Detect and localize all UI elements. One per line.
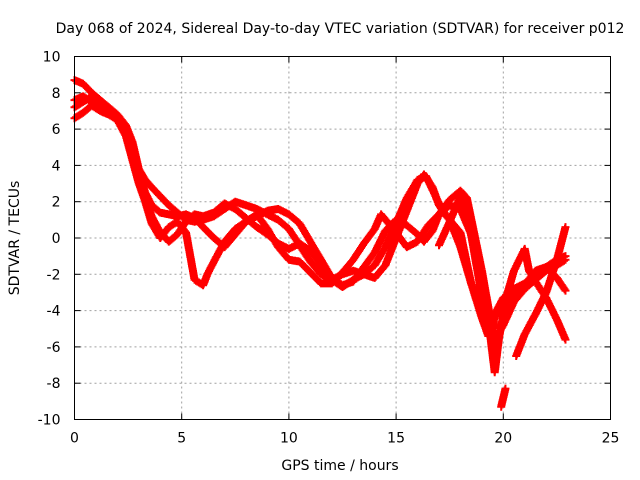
y-tick-label: 0: [52, 231, 61, 247]
y-tick-label: 10: [43, 50, 61, 66]
data-point: [456, 186, 470, 201]
data-point: [424, 211, 442, 230]
data-point: [392, 228, 410, 250]
data-point: [561, 223, 570, 232]
data-point: [306, 246, 325, 268]
data-point: [284, 210, 303, 227]
data-series: [70, 76, 570, 411]
data-point: [295, 257, 314, 276]
chart-title: Day 068 of 2024, Sidereal Day-to-day VTE…: [56, 21, 625, 37]
x-tick-label: 0: [70, 431, 79, 447]
y-tick-label: 8: [52, 86, 61, 102]
data-point: [552, 315, 569, 343]
data-point: [209, 239, 228, 266]
data-point: [274, 215, 292, 232]
data-point: [520, 311, 539, 339]
data-point: [317, 261, 335, 283]
data-point: [220, 226, 239, 246]
data-point: [147, 183, 163, 199]
y-tick-label: 4: [52, 158, 61, 174]
data-point: [467, 279, 486, 321]
series-track-7: [512, 223, 570, 360]
data-point: [295, 219, 314, 245]
data-point: [561, 255, 570, 264]
data-point: [252, 210, 271, 232]
data-point: [435, 219, 453, 250]
data-point: [501, 384, 510, 393]
data-point: [338, 257, 357, 277]
y-tick-label: -10: [38, 413, 61, 429]
data-point: [134, 179, 149, 205]
data-point: [231, 205, 249, 221]
data-point: [113, 116, 130, 139]
data-point: [510, 282, 528, 299]
data-point: [173, 217, 189, 236]
y-tick-label: 6: [52, 122, 61, 138]
grid: [74, 56, 611, 420]
x-tick-label: 25: [602, 431, 620, 447]
data-point: [542, 257, 561, 297]
y-tick-label: -6: [47, 340, 61, 356]
data-point: [402, 177, 421, 203]
data-point: [263, 224, 282, 250]
data-point: [306, 237, 325, 263]
data-point: [469, 243, 486, 299]
data-point: [552, 224, 569, 264]
data-point: [490, 335, 503, 377]
data-point: [456, 228, 475, 286]
data-point: [370, 262, 389, 282]
data-point: [381, 235, 400, 270]
x-axis-label: GPS time / hours: [281, 458, 398, 474]
data-point: [370, 228, 389, 257]
data-point: [413, 222, 432, 246]
data-point: [497, 386, 510, 411]
x-tick-label: 20: [494, 431, 512, 447]
x-tick-label: 15: [387, 431, 405, 447]
data-point: [141, 175, 155, 190]
data-point: [349, 240, 367, 264]
series-track-5: [497, 384, 510, 411]
data-point: [377, 210, 399, 236]
data-point: [182, 228, 199, 282]
data-point: [492, 321, 501, 330]
y-tick-label: 2: [52, 195, 61, 211]
ticks: 0 5 10 15 20 25 -10 -8 -6 -4 -2 0 2 4 6 8 10: [38, 50, 620, 447]
y-tick-label: -2: [47, 267, 61, 283]
data-point: [274, 243, 292, 263]
data-point: [199, 223, 217, 241]
x-tick-label: 10: [280, 431, 298, 447]
data-point: [359, 226, 378, 248]
data-point: [561, 335, 570, 344]
data-point: [306, 257, 324, 277]
data-point: [422, 172, 438, 197]
data-point: [359, 262, 378, 279]
data-point: [495, 290, 512, 342]
y-tick-label: -8: [47, 376, 61, 392]
data-point: [306, 268, 324, 287]
series-track-6: [435, 192, 501, 331]
y-tick-label: -4: [47, 304, 61, 320]
data-point: [402, 221, 421, 238]
x-tick-label: 5: [177, 431, 186, 447]
data-point: [359, 249, 378, 271]
data-point: [79, 79, 95, 96]
data-point: [392, 195, 411, 228]
data-point: [327, 269, 346, 288]
data-point: [531, 290, 550, 319]
data-point: [561, 286, 570, 295]
data-point: [512, 331, 529, 360]
y-axis-label: SDTVAR / TECUs: [7, 181, 23, 296]
data-point: [462, 206, 477, 250]
data-point: [156, 192, 172, 208]
data-point: [370, 244, 389, 270]
